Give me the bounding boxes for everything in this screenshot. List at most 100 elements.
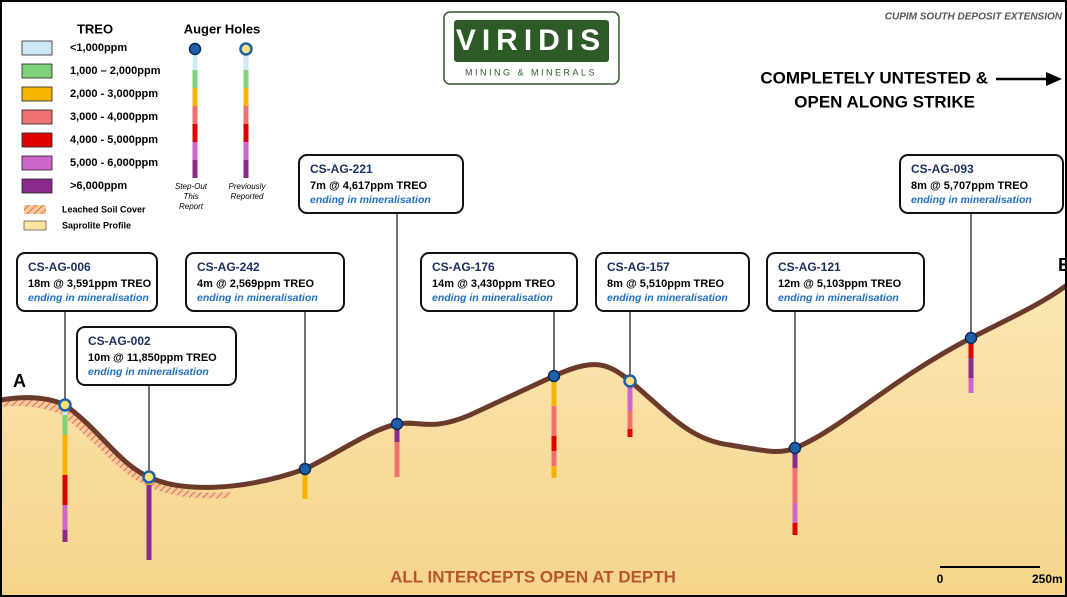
callout-box xyxy=(298,154,464,214)
hole-segment xyxy=(627,381,633,411)
legend-label: 5,000 - 6,000ppm xyxy=(70,157,158,169)
legend-hole-segment xyxy=(192,88,198,106)
hole-note: ending in mineralisation xyxy=(607,292,728,304)
ground xyxy=(0,285,1067,597)
legend-swatch xyxy=(21,178,53,194)
hole-segment xyxy=(551,466,557,478)
section-end: A xyxy=(13,371,26,391)
hole-result: 12m @ 5,103ppm TREO xyxy=(778,278,902,290)
legend-label: 3,000 - 4,000ppm xyxy=(70,111,158,123)
hole-segment xyxy=(627,411,633,429)
legend-hole-segment xyxy=(243,106,249,124)
hole-segment xyxy=(394,424,400,442)
legend-swatch xyxy=(21,40,53,56)
collar xyxy=(788,441,802,455)
legend-hole-segment xyxy=(243,88,249,106)
hole-result: 18m @ 3,591ppm TREO xyxy=(28,278,152,290)
legend-caption: Report xyxy=(179,202,204,211)
legend-hole-segment xyxy=(192,106,198,124)
hole-segment xyxy=(551,451,557,466)
hole-segment xyxy=(62,435,68,475)
hole-result: 4m @ 2,569ppm TREO xyxy=(197,278,315,290)
note: COMPLETELY UNTESTED & xyxy=(760,68,988,87)
hole-result: 7m @ 4,617ppm TREO xyxy=(310,180,428,192)
hole-note: ending in mineralisation xyxy=(28,292,149,304)
legend-hole-segment xyxy=(243,124,249,142)
hole-segment xyxy=(551,436,557,451)
hole-segment xyxy=(968,358,974,378)
collar xyxy=(964,331,978,345)
arrow-head xyxy=(1046,72,1062,86)
legend-hole-segment xyxy=(192,142,198,160)
legend-label: 2,000 - 3,000ppm xyxy=(70,88,158,100)
legend-swatch xyxy=(21,63,53,79)
callout-box xyxy=(595,252,750,312)
legend-collar xyxy=(188,42,202,56)
legend-label: 4,000 - 5,000ppm xyxy=(70,134,158,146)
legend-swatch xyxy=(21,109,53,125)
hole-segment xyxy=(968,338,974,358)
collar xyxy=(142,470,156,484)
hole-segment xyxy=(968,378,974,393)
legend-label: Leached Soil Cover xyxy=(62,204,146,214)
legend-box xyxy=(10,10,283,243)
hole-id: CS-AG-176 xyxy=(432,260,495,274)
hole-id: CS-AG-221 xyxy=(310,162,373,176)
hole-segment xyxy=(792,468,798,503)
hole-id: CS-AG-121 xyxy=(778,260,841,274)
callout-box xyxy=(420,252,578,312)
legend-hole-segment xyxy=(192,124,198,142)
hole-segment xyxy=(627,429,633,437)
footer: ALL INTERCEPTS OPEN AT DEPTH xyxy=(390,567,676,586)
legend-hole-segment xyxy=(192,70,198,88)
legend-hole-segment xyxy=(243,160,249,178)
legend-swatch xyxy=(21,86,53,102)
hole-id: CS-AG-093 xyxy=(911,162,974,176)
hole-id: CS-AG-002 xyxy=(88,334,151,348)
hole-note: ending in mineralisation xyxy=(88,366,209,378)
callout-box xyxy=(76,326,237,386)
callout-box xyxy=(766,252,925,312)
hole-id: CS-AG-157 xyxy=(607,260,670,274)
hole-segment xyxy=(394,442,400,477)
leached-swatch xyxy=(24,205,46,214)
legend-hole-segment xyxy=(243,52,249,70)
hole-segment xyxy=(792,523,798,535)
collar xyxy=(547,369,561,383)
saprolite-swatch xyxy=(23,220,47,231)
header: CUPIM SOUTH DEPOSIT EXTENSION xyxy=(885,12,1063,23)
collar xyxy=(298,462,312,476)
legend-label: >6,000ppm xyxy=(70,180,127,192)
scale-label: 0 xyxy=(937,572,944,586)
legend-swatch xyxy=(21,155,53,171)
hole-segment xyxy=(62,530,68,542)
hole-segment xyxy=(551,376,557,406)
scale-label: 250m xyxy=(1032,572,1063,586)
hole-segment xyxy=(146,485,152,560)
callout-box xyxy=(899,154,1064,214)
hole-segment xyxy=(62,505,68,530)
hole-segment xyxy=(62,415,68,435)
callout-box xyxy=(16,252,158,312)
hole-note: ending in mineralisation xyxy=(197,292,318,304)
hole-id: CS-AG-242 xyxy=(197,260,260,274)
hole-result: 8m @ 5,707ppm TREO xyxy=(911,180,1029,192)
logo-name: VIRIDIS xyxy=(456,24,606,57)
section-end: B xyxy=(1058,255,1067,275)
legend-label: <1,000ppm xyxy=(70,42,127,54)
logo-tagline: MINING & MINERALS xyxy=(465,67,597,77)
collar xyxy=(623,374,637,388)
logo-banner xyxy=(454,20,609,62)
hole-note: ending in mineralisation xyxy=(310,194,431,206)
legend-caption: Step-Out xyxy=(175,182,208,191)
legend-caption: Reported xyxy=(231,192,264,201)
hole-segment xyxy=(62,475,68,505)
callout-box xyxy=(185,252,345,312)
hole-note: ending in mineralisation xyxy=(778,292,899,304)
hole-segment xyxy=(302,469,308,499)
legend-title: Auger Holes xyxy=(184,21,261,36)
legend-label: 1,000 – 2,000ppm xyxy=(70,65,161,77)
hole-segment xyxy=(792,503,798,523)
